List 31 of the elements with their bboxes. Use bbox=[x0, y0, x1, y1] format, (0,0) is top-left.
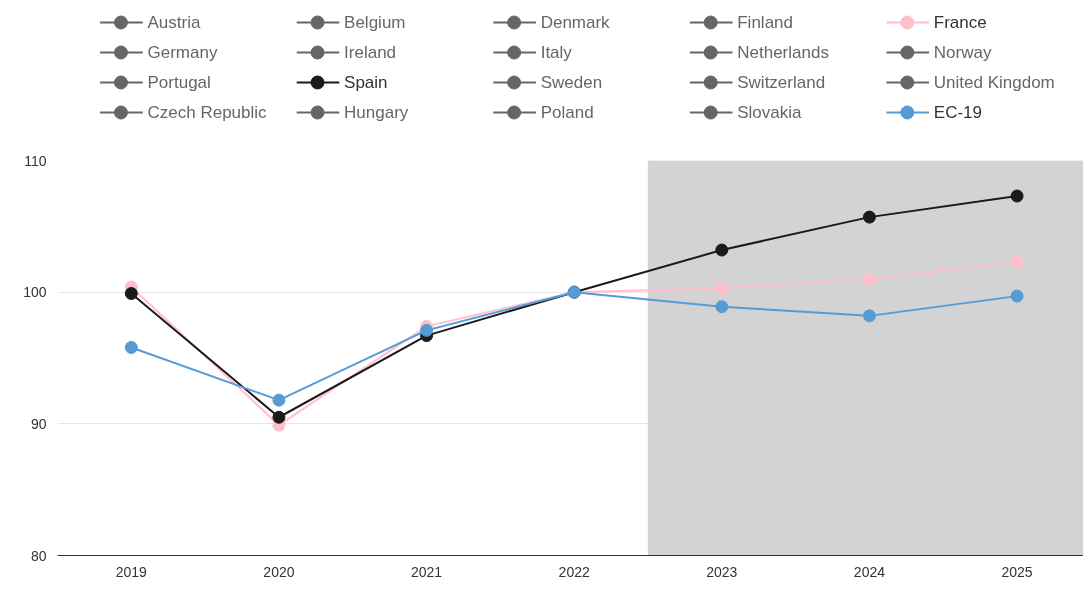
x-tick-label: 2019 bbox=[115, 563, 148, 580]
x-tick-label: 2024 bbox=[853, 563, 886, 580]
legend-label: Belgium bbox=[344, 13, 406, 32]
legend-label: Portugal bbox=[147, 73, 211, 92]
x-tick-label: 2022 bbox=[558, 563, 590, 580]
x-tick-label: 2021 bbox=[410, 563, 443, 580]
legend-label: Austria bbox=[147, 13, 201, 32]
legend-label: Spain bbox=[344, 73, 388, 92]
legend-label: Finland bbox=[737, 13, 793, 32]
legend-label: Denmark bbox=[540, 13, 611, 32]
legend-label: Germany bbox=[147, 43, 218, 62]
y-tick-label: 80 bbox=[30, 547, 47, 564]
legend-label: Netherlands bbox=[737, 43, 829, 62]
legend-label: Switzerland bbox=[737, 73, 826, 92]
x-tick-label: 2020 bbox=[263, 563, 295, 580]
x-tick-label: 2025 bbox=[1001, 563, 1033, 580]
y-tick-label: 90 bbox=[30, 415, 47, 432]
legend-label: Sweden bbox=[540, 73, 603, 92]
x-tick-label: 2023 bbox=[706, 563, 738, 580]
y-tick-label: 110 bbox=[24, 152, 47, 169]
legend-label: Poland bbox=[540, 103, 594, 122]
legend-label: Ireland bbox=[344, 43, 397, 62]
legend-label: United Kingdom bbox=[933, 73, 1055, 92]
legend-label: Italy bbox=[540, 43, 573, 62]
legend-label: France bbox=[933, 13, 987, 32]
y-tick-label: 100 bbox=[23, 284, 47, 301]
legend-label: EC-19 bbox=[933, 103, 982, 122]
legend-label: Norway bbox=[933, 43, 992, 62]
legend-label: Hungary bbox=[344, 103, 409, 122]
legend-label: Czech Republic bbox=[147, 103, 268, 122]
legend-label: Slovakia bbox=[737, 103, 803, 122]
